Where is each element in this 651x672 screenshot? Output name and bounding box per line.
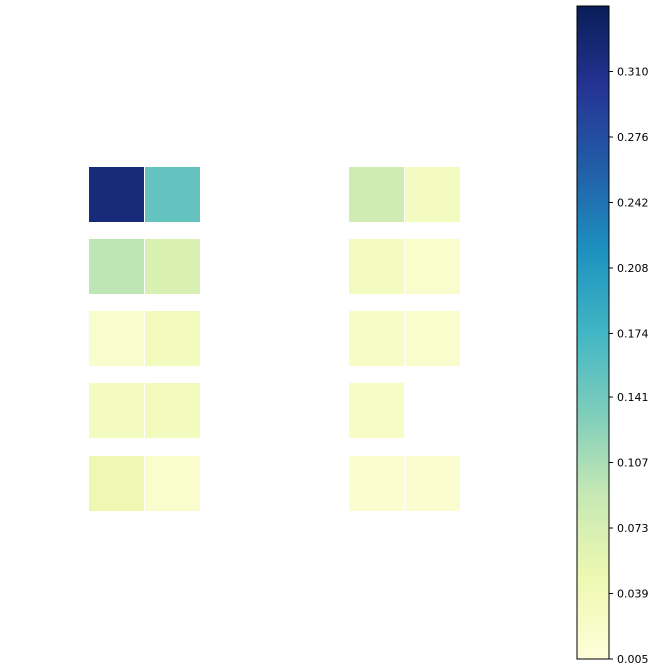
colorbar-tick-label: 0.242 [617, 196, 649, 209]
colorbar-tick-label: 0.174 [617, 327, 649, 340]
colorbar-tick-label: 0.310 [617, 65, 649, 78]
heatmap-cell-right-panel-r4-c1 [349, 383, 404, 438]
heatmap-cell-left-panel-r1-c1 [89, 167, 144, 222]
heatmap-cell-left-panel-r4-c1 [89, 383, 144, 438]
heatmap-cell-right-panel-r2-c2 [405, 239, 460, 294]
heatmap-cell-left-panel-r1-c2 [145, 167, 200, 222]
heatmap-cell-left-panel-r2-c1 [89, 239, 144, 294]
heatmap-cell-left-panel-r2-c2 [145, 239, 200, 294]
colorbar-tick-label: 0.208 [617, 262, 649, 275]
colorbar-tick-label: 0.005 [617, 653, 649, 666]
colorbar-tick-label: 0.107 [617, 457, 649, 470]
colorbar-tick-label: 0.141 [617, 391, 649, 404]
colorbar: 0.005 0.039 0.073 0.107 0.141 0.174 0.208 0.242… [576, 5, 649, 666]
heatmap-cell-left-panel-r3-c2 [145, 311, 200, 366]
heatmap-cells [89, 167, 460, 511]
heatmap-cell-left-panel-r3-c1 [89, 311, 144, 366]
heatmap-cell-right-panel-r3-c1 [349, 311, 404, 366]
heatmap-cell-left-panel-r5-c1 [89, 456, 144, 511]
heatmap-cell-right-panel-r5-c1 [349, 456, 404, 511]
heatmap-cell-right-panel-r5-c2 [405, 456, 460, 511]
colorbar-tick-label: 0.276 [617, 131, 649, 144]
heatmap-cell-right-panel-r1-c1 [349, 167, 404, 222]
colorbar-tick-label: 0.039 [617, 588, 649, 601]
colorbar-ticks: 0.005 0.039 0.073 0.107 0.141 0.174 0.208 0.242… [609, 65, 649, 666]
heatmap-cell-left-panel-r5-c2 [145, 456, 200, 511]
heatmap-cell-left-panel-r4-c2 [145, 383, 200, 438]
colorbar-gradient [576, 5, 610, 660]
heatmap-cell-right-panel-r2-c1 [349, 239, 404, 294]
heatmap-cell-right-panel-r3-c2 [405, 311, 460, 366]
colorbar-tick-label: 0.073 [617, 522, 649, 535]
heatmap-cell-right-panel-r1-c2 [405, 167, 460, 222]
